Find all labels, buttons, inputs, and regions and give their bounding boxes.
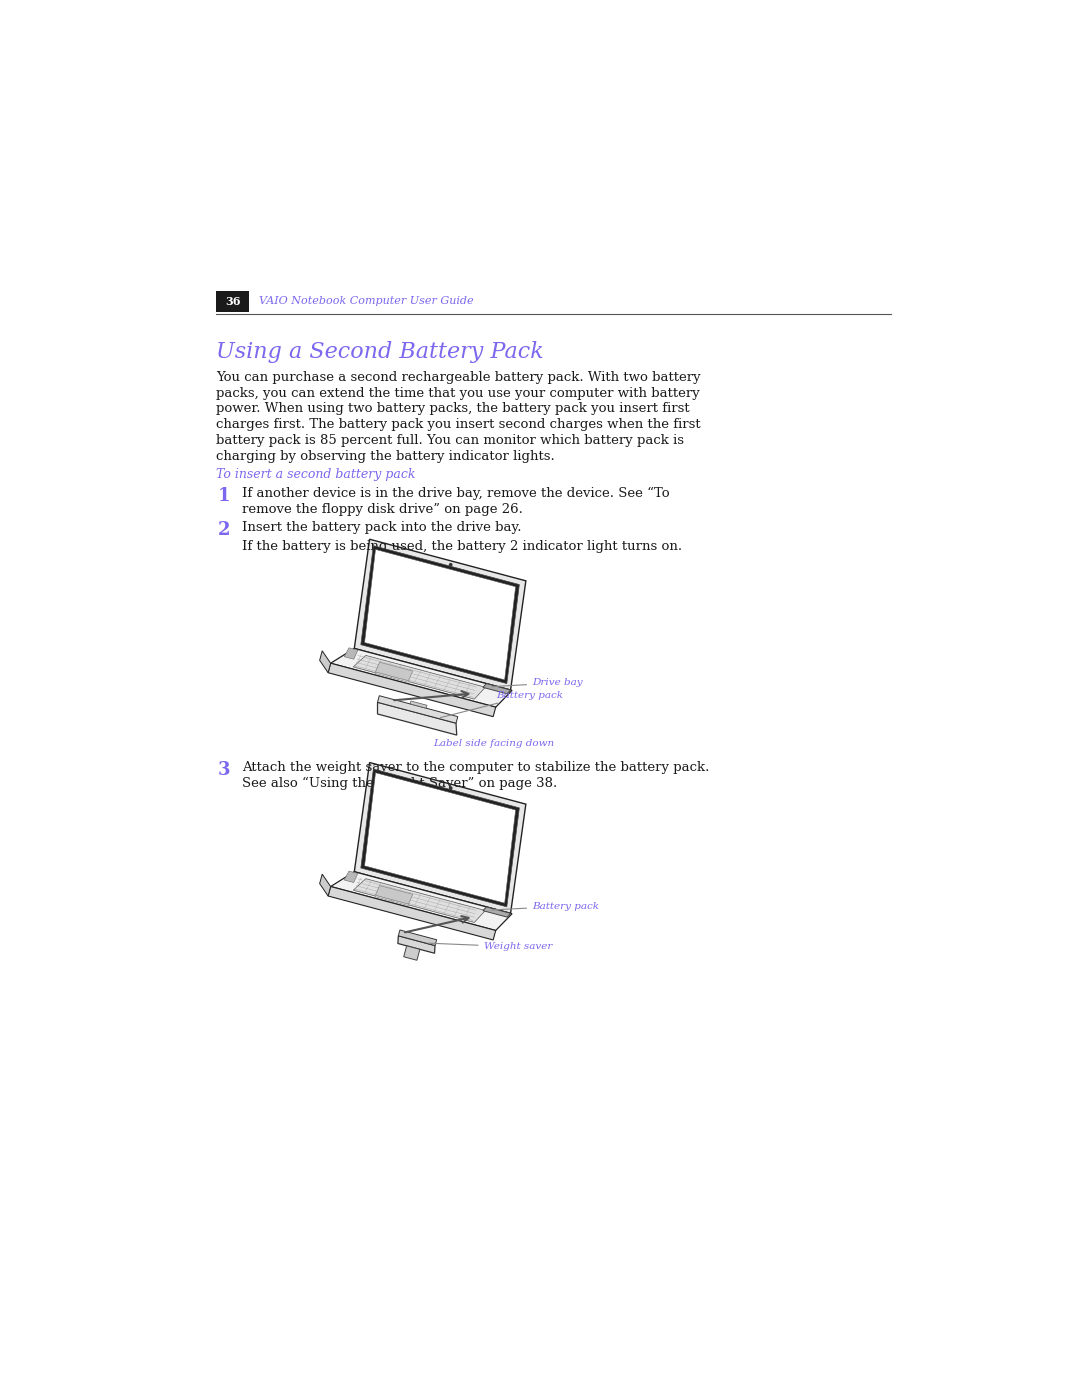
Polygon shape <box>391 676 409 682</box>
Text: VAIO Notebook Computer User Guide: VAIO Notebook Computer User Guide <box>259 296 474 306</box>
Text: 2: 2 <box>218 521 230 539</box>
Polygon shape <box>378 703 457 735</box>
Text: Battery pack: Battery pack <box>441 690 563 718</box>
Text: If another device is in the drive bay, remove the device. See “To: If another device is in the drive bay, r… <box>242 488 670 500</box>
Polygon shape <box>397 936 435 953</box>
Polygon shape <box>361 546 519 683</box>
Text: Using a Second Battery Pack: Using a Second Battery Pack <box>216 341 544 363</box>
Text: If the battery is being used, the battery 2 indicator light turns on.: If the battery is being used, the batter… <box>242 541 683 553</box>
Polygon shape <box>365 549 515 680</box>
Text: Insert the battery pack into the drive bay.: Insert the battery pack into the drive b… <box>242 521 522 534</box>
Text: Attach the weight saver to the computer to stabilize the battery pack.: Attach the weight saver to the computer … <box>242 760 710 774</box>
Text: 1: 1 <box>218 488 230 506</box>
Polygon shape <box>376 886 413 904</box>
Polygon shape <box>410 701 427 708</box>
Text: Weight saver: Weight saver <box>429 943 552 951</box>
Text: Drive bay: Drive bay <box>492 679 583 687</box>
Circle shape <box>449 787 451 789</box>
Text: 36: 36 <box>225 296 241 307</box>
Text: Label side facing down: Label side facing down <box>433 739 554 747</box>
Polygon shape <box>361 768 519 907</box>
Polygon shape <box>399 930 436 946</box>
Text: charging by observing the battery indicator lights.: charging by observing the battery indica… <box>216 450 555 462</box>
Text: Battery pack: Battery pack <box>492 901 599 911</box>
Text: 3: 3 <box>218 760 230 778</box>
Polygon shape <box>328 887 496 940</box>
Polygon shape <box>391 900 409 905</box>
Circle shape <box>449 563 451 566</box>
Polygon shape <box>353 879 485 922</box>
Polygon shape <box>354 539 526 690</box>
Polygon shape <box>404 946 420 960</box>
Text: power. When using two battery packs, the battery pack you insert first: power. When using two battery packs, the… <box>216 402 690 415</box>
Bar <box>216 291 248 312</box>
Polygon shape <box>483 683 511 694</box>
Polygon shape <box>354 763 526 914</box>
Text: packs, you can extend the time that you use your computer with battery: packs, you can extend the time that you … <box>216 387 700 400</box>
Polygon shape <box>365 773 515 904</box>
Polygon shape <box>320 651 330 673</box>
Text: charges first. The battery pack you insert second charges when the first: charges first. The battery pack you inse… <box>216 418 701 432</box>
Polygon shape <box>345 872 357 883</box>
Text: battery pack is 85 percent full. You can monitor which battery pack is: battery pack is 85 percent full. You can… <box>216 434 685 447</box>
Polygon shape <box>330 648 512 707</box>
Polygon shape <box>353 655 485 698</box>
Polygon shape <box>378 696 458 724</box>
Text: remove the floppy disk drive” on page 26.: remove the floppy disk drive” on page 26… <box>242 503 523 515</box>
Polygon shape <box>345 648 357 659</box>
Polygon shape <box>328 664 496 717</box>
Text: To insert a second battery pack: To insert a second battery pack <box>216 468 416 481</box>
Polygon shape <box>330 872 512 930</box>
Polygon shape <box>376 662 413 680</box>
Polygon shape <box>375 895 392 901</box>
Polygon shape <box>320 875 330 895</box>
Polygon shape <box>375 672 392 678</box>
Text: See also “Using the Weight Saver” on page 38.: See also “Using the Weight Saver” on pag… <box>242 777 557 789</box>
Text: You can purchase a second rechargeable battery pack. With two battery: You can purchase a second rechargeable b… <box>216 372 701 384</box>
Polygon shape <box>483 907 511 916</box>
